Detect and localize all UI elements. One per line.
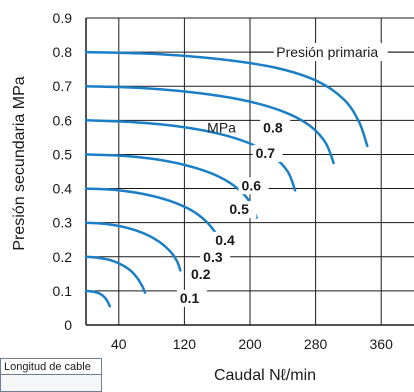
series-label-0.3: 0.3	[203, 249, 223, 265]
tick-labels: 00.10.20.30.40.50.60.70.80.940 120 200 280 3…	[53, 10, 394, 352]
x-tick-label-40: 40	[111, 336, 127, 352]
x-tick-label-200: 200	[238, 336, 262, 352]
series-label-bg-0.7	[252, 144, 283, 162]
series-label-0.7: 0.7	[256, 145, 276, 161]
series-label-bg-0.1	[176, 289, 207, 307]
series-label-bg-0.3	[200, 248, 231, 266]
cable-length-table: Longitud de cable	[0, 358, 102, 392]
y-tick-label-0.3: 0.3	[53, 215, 73, 231]
series-label-bg-0.6	[238, 177, 269, 195]
y-tick-label-0.2: 0.2	[53, 249, 73, 265]
series-label-bg-0.4	[212, 231, 243, 249]
curve-0.1	[84, 289, 112, 308]
unit-label-mpa: MPa	[207, 119, 236, 135]
y-tick-label-0.1: 0.1	[53, 283, 73, 299]
curve-0.5	[84, 153, 258, 219]
series-labels: 0.1 0.20.30.4 0.5 0.6 0.7 0.8	[176, 119, 291, 307]
curve-0.3	[84, 221, 182, 272]
series-label-0.8: 0.8	[263, 119, 283, 135]
series-label-0.2: 0.2	[191, 266, 211, 282]
series-label-0.5: 0.5	[229, 201, 249, 217]
x-tick-label-280: 280	[304, 336, 328, 352]
y-tick-label-0.5: 0.5	[53, 146, 73, 162]
annotation-primary-pressure: Presión primaria	[276, 44, 378, 60]
series-label-bg-0.8	[260, 119, 291, 137]
x-tick-label-120: 120	[173, 336, 197, 352]
pressure-curves	[84, 50, 369, 308]
cable-length-header: Longitud de cable	[1, 359, 101, 375]
curve-0.8	[84, 50, 369, 148]
series-label-0.6: 0.6	[242, 177, 262, 193]
series-label-0.4: 0.4	[215, 232, 235, 248]
y-tick-label-0.9: 0.9	[53, 10, 73, 26]
y-tick-label-0: 0	[64, 317, 72, 333]
y-tick-label-0.8: 0.8	[53, 44, 73, 60]
y-axis-title: Presión secundaria MPa	[11, 76, 28, 250]
curve-0.7	[84, 84, 335, 165]
series-label-0.1: 0.1	[180, 290, 200, 306]
y-tick-label-0.4: 0.4	[53, 181, 73, 197]
x-axis-title: Caudal Nℓ/min	[214, 367, 316, 384]
chart-axes	[85, 18, 414, 326]
series-label-bg-0.2	[188, 265, 219, 283]
y-tick-label-0.7: 0.7	[53, 78, 73, 94]
series-label-bg-0.5	[226, 201, 257, 219]
curve-0.2	[84, 255, 147, 294]
x-tick-label-360: 360	[370, 336, 394, 352]
curve-0.6	[84, 119, 297, 192]
annotation-background	[273, 43, 388, 62]
y-tick-label-0.6: 0.6	[53, 112, 73, 128]
curve-0.4	[84, 187, 224, 247]
